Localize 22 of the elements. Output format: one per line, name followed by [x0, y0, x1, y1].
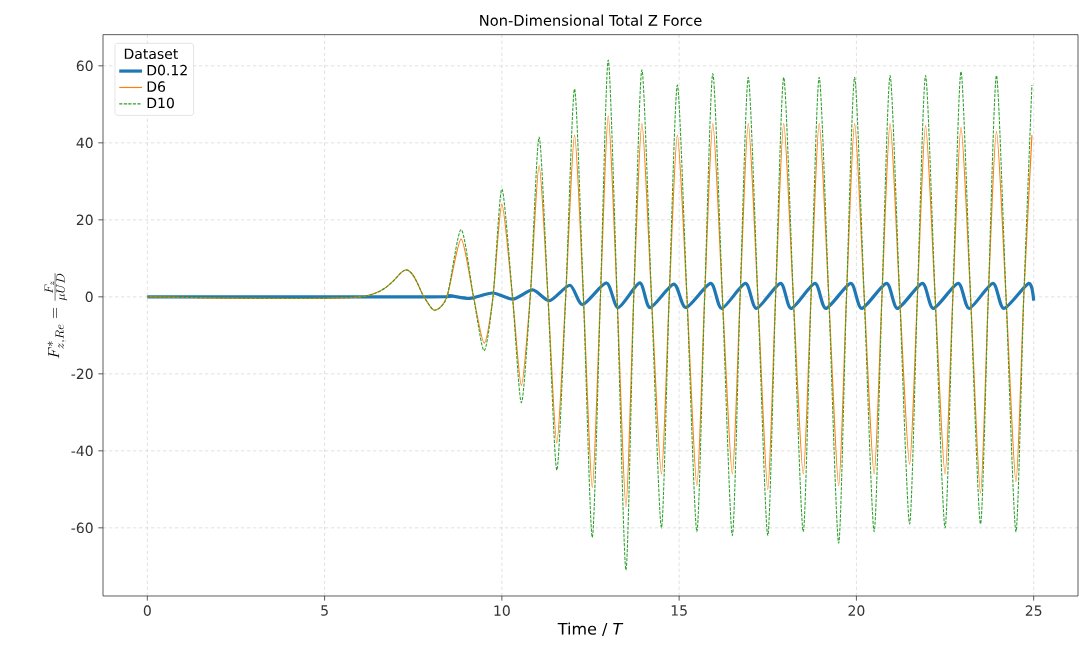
y-tick-label: 60	[76, 60, 93, 72]
x-tick-label: 0	[143, 605, 151, 616]
y-tick-label: -20	[71, 368, 93, 380]
line-series	[146, 59, 1033, 571]
line-series	[145, 281, 1036, 310]
legend-label: D6	[147, 81, 166, 92]
x-axis-title: Time / T	[557, 622, 624, 637]
x-tick-label: 25	[1025, 605, 1042, 616]
y-axis-title: $F^*_{z,Re} = \frac{F_z}{\mu U D}$	[44, 273, 68, 359]
y-tick-label: 0	[85, 291, 93, 303]
x-tick-label: 5	[321, 605, 328, 616]
x-tick-label: 20	[848, 605, 865, 616]
x-tick-label: 10	[494, 605, 510, 616]
chart-title: Non-Dimensional Total Z Force	[480, 14, 702, 26]
x-tick-label: 15	[671, 605, 687, 616]
legend-label: D0.12	[147, 64, 187, 76]
legend-title: Dataset	[124, 48, 178, 60]
y-tick-label: -60	[71, 522, 93, 534]
y-tick-label: 40	[76, 137, 93, 149]
y-tick-label: -40	[71, 445, 93, 457]
y-tick-label: 20	[76, 214, 93, 226]
legend-label: D10	[147, 97, 174, 109]
